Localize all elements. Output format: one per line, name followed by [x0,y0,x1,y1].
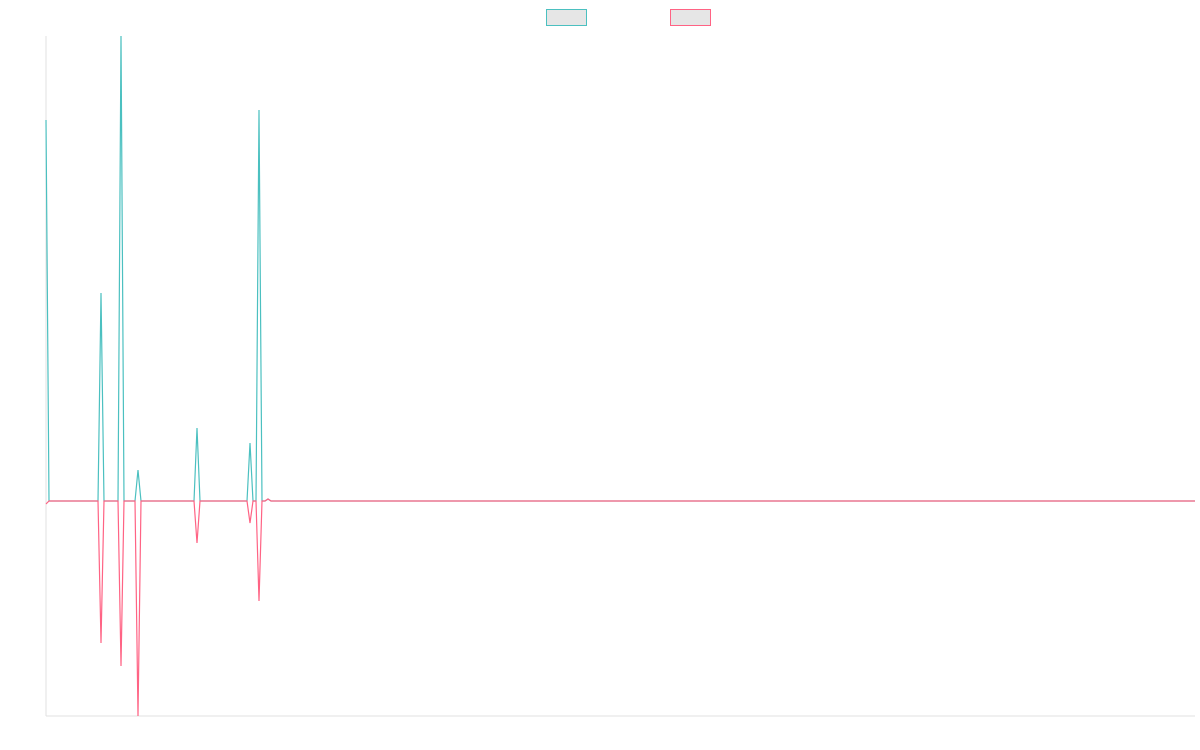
legend-swatch[interactable] [670,9,711,26]
series-line [45,498,1195,717]
legend-swatch[interactable] [546,9,587,26]
series-line [45,35,1195,502]
